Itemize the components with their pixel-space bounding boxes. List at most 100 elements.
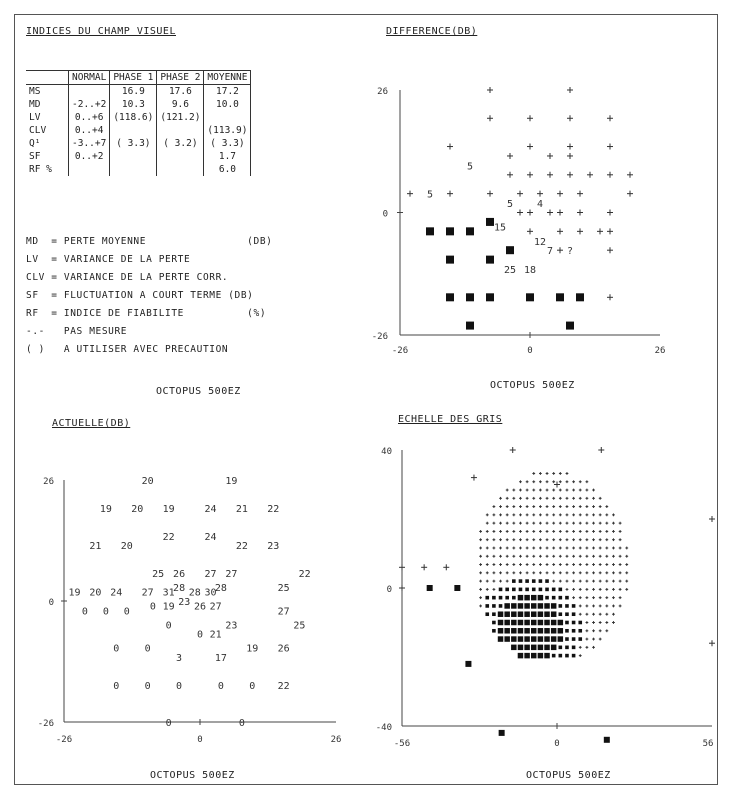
act-value-label: 30 bbox=[204, 588, 216, 599]
gris-ytick-label: 40 bbox=[381, 447, 392, 457]
gris-plot: 40 0 -40-56 0 56 bbox=[376, 447, 715, 749]
diff-square-point bbox=[466, 227, 474, 236]
indices-row: Q¹ -3..+7( 3.3)( 3.2)( 3.3) bbox=[26, 137, 252, 150]
act-xtick-label: -26 bbox=[56, 735, 72, 745]
gris-mid-cell bbox=[551, 587, 556, 592]
gris-xtick-label: 0 bbox=[554, 739, 559, 749]
gris-dense-cell bbox=[544, 636, 550, 642]
diff-square-point bbox=[556, 293, 564, 302]
act-value-label: 24 bbox=[110, 588, 122, 599]
gris-dense-cell bbox=[537, 644, 544, 651]
difference-plot: 26 0 -26 -26 0 26 5 5 5 4 15 127 ? 25 18 bbox=[372, 87, 665, 356]
gris-dense-cell bbox=[531, 644, 537, 651]
indices-cell-label: RF % bbox=[29, 164, 52, 175]
gris-footer: OCTOPUS 500EZ bbox=[526, 770, 611, 781]
gris-dense-cell bbox=[537, 603, 544, 609]
gris-mid-cell bbox=[485, 612, 490, 617]
gris-dense-cell bbox=[544, 644, 550, 651]
indices-cell-normal: -3..+7 bbox=[67, 137, 110, 150]
act-value-label: 0 bbox=[82, 606, 88, 617]
indices-row: LV 0..+6 (118.6) (121.2) bbox=[26, 111, 252, 124]
act-value-label: 0 bbox=[197, 630, 203, 641]
legend-line: LV = VARIANCE DE LA PERTE bbox=[26, 254, 191, 265]
gris-mid-cell bbox=[545, 587, 549, 592]
act-value-label: 21 bbox=[89, 541, 101, 552]
gris-dense-cell bbox=[517, 619, 524, 626]
act-value-label: 22 bbox=[236, 541, 248, 552]
diff-square-point bbox=[426, 227, 434, 236]
act-value-label: 20 bbox=[142, 476, 154, 487]
gris-dense-cell bbox=[497, 636, 504, 642]
legend-line: -.- PAS MESURE bbox=[26, 326, 128, 337]
gris-dense-cell bbox=[550, 628, 557, 634]
gris-ytick-label: -40 bbox=[376, 723, 392, 733]
gris-mid-cell bbox=[538, 587, 543, 592]
gris-dense-cell bbox=[497, 619, 504, 626]
gris-mid-cell bbox=[578, 620, 583, 625]
gris-dense-cell bbox=[544, 611, 550, 617]
gris-dense-cell bbox=[537, 652, 544, 659]
act-xtick-label: 0 bbox=[197, 735, 202, 745]
gris-mid-cell bbox=[571, 628, 576, 633]
act-value-label: 0 bbox=[166, 718, 172, 729]
gris-mid-cell bbox=[538, 579, 543, 583]
indices-cell-phase2: 9.6 bbox=[156, 98, 204, 111]
diff-value-label: 5 bbox=[467, 161, 473, 172]
gris-mid-cell bbox=[578, 628, 583, 633]
difference-footer: OCTOPUS 500EZ bbox=[490, 380, 575, 391]
act-value-label: 23 bbox=[225, 620, 237, 631]
act-value-label: 22 bbox=[267, 504, 279, 515]
gris-dense-cell bbox=[517, 652, 524, 659]
diff-value-label: 25 bbox=[504, 265, 516, 276]
gris-mid-cell bbox=[578, 637, 583, 641]
act-value-label: 27 bbox=[278, 606, 290, 617]
gris-dense-cell bbox=[524, 652, 530, 659]
col-phase1: PHASE 1 bbox=[109, 70, 157, 85]
gris-dense-cell bbox=[531, 594, 537, 601]
gris-square-point bbox=[454, 585, 461, 591]
act-value-label: 0 bbox=[218, 681, 224, 692]
gris-xtick-label: 56 bbox=[703, 739, 714, 749]
indices-cell-phase1: (118.6) bbox=[109, 111, 157, 124]
gris-dense-cell bbox=[504, 636, 510, 642]
actuelle-title: ACTUELLE(DB) bbox=[52, 418, 131, 429]
gris-dense-cell bbox=[497, 611, 504, 617]
legend-line: SF = FLUCTUATION A COURT TERME (DB) bbox=[26, 290, 254, 301]
gris-mid-cell bbox=[571, 637, 576, 641]
act-value-label: 0 bbox=[145, 644, 151, 655]
indices-cell-normal bbox=[67, 163, 110, 176]
gris-mid-cell bbox=[545, 579, 549, 583]
act-value-label: 26 bbox=[173, 569, 185, 580]
diff-value-label: 18 bbox=[524, 265, 536, 276]
gris-dense-cell bbox=[557, 619, 564, 626]
act-value-label: 27 bbox=[210, 602, 222, 613]
gris-title: ECHELLE DES GRIS bbox=[398, 414, 503, 425]
indices-cell-moyenne: (113.9) bbox=[203, 124, 252, 137]
indices-title: INDICES DU CHAMP VISUEL bbox=[26, 26, 176, 37]
act-value-label: 21 bbox=[236, 504, 248, 515]
act-value-label: 19 bbox=[225, 476, 237, 487]
col-normal: NORMAL bbox=[67, 70, 110, 85]
diff-square-point bbox=[506, 246, 514, 255]
indices-cell-phase2 bbox=[156, 163, 204, 176]
gris-dense-cell bbox=[531, 603, 537, 609]
indices-row: MS 16.9 17.6 17.2 bbox=[26, 84, 252, 98]
act-value-label: 28 bbox=[189, 588, 201, 599]
indices-row: MD -2..+2 10.3 9.6 10.0 bbox=[26, 98, 252, 111]
gris-mid-cell bbox=[551, 595, 556, 600]
gris-dense-cell bbox=[517, 594, 524, 601]
gris-dense-cell bbox=[517, 628, 524, 634]
gris-mid-cell bbox=[558, 595, 563, 600]
gris-mid-cell bbox=[565, 620, 569, 625]
gris-mid-cell bbox=[512, 587, 516, 592]
legend-line: MD = PERTE MOYENNE (DB) bbox=[26, 236, 273, 247]
gris-dense-cell bbox=[524, 628, 530, 634]
indices-cell-phase2 bbox=[156, 150, 204, 163]
diff-ytick-label: 26 bbox=[377, 87, 388, 97]
gris-dense-cell bbox=[504, 611, 510, 617]
gris-mid-cell bbox=[485, 595, 490, 600]
act-value-label: 17 bbox=[215, 653, 227, 664]
act-value-label: 0 bbox=[113, 644, 119, 655]
diff-value-label: ? bbox=[567, 246, 573, 257]
act-value-label: 25 bbox=[293, 620, 305, 631]
